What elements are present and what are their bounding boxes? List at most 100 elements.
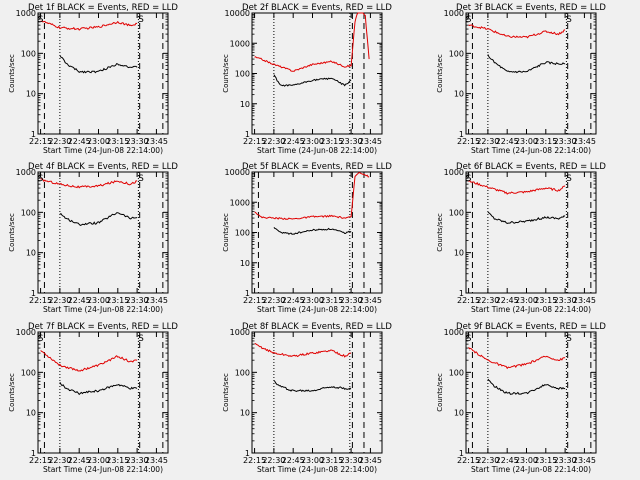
x-axis-label: Start Time (24-Jun-08 22:14:00) (257, 465, 377, 474)
y-tick-label: 100 (235, 229, 250, 238)
series-line-events (59, 55, 138, 74)
x-tick-label: 22:45 (496, 296, 519, 305)
x-tick-label: 23:00 (515, 456, 538, 465)
y-tick-label: 1000 (230, 39, 250, 48)
series-line-lld (468, 24, 566, 39)
plot-frame (465, 331, 597, 454)
plot-frame (37, 331, 169, 454)
x-tick-label: 23:00 (301, 456, 324, 465)
x-tick-label: 22:30 (262, 137, 285, 146)
y-axis-label: Counts/sec (222, 54, 230, 93)
plot-frame (251, 331, 383, 454)
y-tick-label: 100 (449, 49, 464, 58)
x-tick-label: 23:30 (126, 456, 149, 465)
y-tick-label: 1 (245, 130, 250, 139)
x-tick-label: 23:45 (145, 137, 168, 146)
chart-panel-1: Det 1f BLACK = Events, RED = LLD Counts/s… (8, 3, 178, 155)
plot-frame (465, 12, 597, 135)
y-tick-label: 100 (235, 368, 250, 377)
y-tick-label: 10000 (225, 168, 250, 177)
y-tick-label: 1000 (230, 198, 250, 207)
y-tick-label: 1000 (444, 9, 464, 18)
chart-panel-3: Det 3f BLACK = Events, RED = LLD Counts/s… (436, 3, 606, 155)
x-tick-label: 22:45 (282, 456, 305, 465)
x-tick-label: 23:45 (359, 137, 382, 146)
chart-title: Det 7f BLACK = Events, RED = LLD (28, 322, 178, 332)
plot-frame (465, 171, 597, 294)
annotation-marker: S (466, 334, 472, 344)
x-tick-label: 22:30 (476, 296, 499, 305)
x-tick-label: 23:30 (340, 296, 363, 305)
series-line-lld (254, 343, 352, 358)
y-tick-label: 1 (459, 449, 464, 458)
y-tick-label: 1 (245, 289, 250, 298)
y-axis-label: Counts/sec (8, 373, 16, 412)
annotation-marker: S (566, 174, 572, 184)
y-tick-label: 1000 (16, 168, 36, 177)
chart-panel-7: Det 7f BLACK = Events, RED = LLD Counts/s… (8, 322, 178, 474)
chart-panel-4: Det 4f BLACK = Events, RED = LLD Counts/s… (8, 162, 178, 314)
x-tick-label: 22:15 (29, 456, 52, 465)
y-axis-label: Counts/sec (222, 213, 230, 252)
series-line-events (487, 211, 566, 224)
x-tick-label: 23:15 (320, 456, 343, 465)
x-tick-label: 22:30 (476, 456, 499, 465)
x-tick-label: 22:15 (457, 296, 480, 305)
x-tick-label: 23:45 (359, 296, 382, 305)
x-tick-label: 22:45 (496, 137, 519, 146)
y-axis-label: Counts/sec (8, 54, 16, 93)
chart-title: Det 4f BLACK = Events, RED = LLD (28, 162, 178, 172)
series-line-events (273, 379, 352, 393)
series-line-lld (254, 172, 370, 220)
x-tick-label: 23:15 (106, 137, 129, 146)
x-tick-label: 23:15 (320, 137, 343, 146)
chart-panel-8: Det 8f BLACK = Events, RED = LLD Counts/s… (222, 322, 392, 474)
y-axis-label: Counts/sec (436, 54, 444, 93)
y-tick-label: 10 (26, 90, 36, 99)
x-tick-label: 22:15 (29, 137, 52, 146)
x-tick-label: 23:45 (573, 137, 596, 146)
annotation-marker: S (566, 334, 572, 344)
series-line-events (273, 74, 352, 87)
x-tick-label: 23:30 (340, 456, 363, 465)
x-tick-label: 23:30 (126, 296, 149, 305)
annotation-marker: S (138, 334, 144, 344)
annotation-marker: S (466, 15, 472, 25)
x-tick-label: 22:15 (457, 137, 480, 146)
series-line-lld (40, 20, 138, 31)
x-tick-label: 22:15 (243, 296, 266, 305)
chart-title: Det 8f BLACK = Events, RED = LLD (242, 322, 392, 332)
x-axis-label: Start Time (24-Jun-08 22:14:00) (471, 305, 591, 314)
x-axis-label: Start Time (24-Jun-08 22:14:00) (257, 305, 377, 314)
x-tick-label: 23:00 (87, 456, 110, 465)
x-tick-label: 23:15 (534, 137, 557, 146)
x-tick-label: 22:45 (68, 296, 91, 305)
y-tick-label: 10 (26, 249, 36, 258)
x-tick-label: 22:45 (282, 296, 305, 305)
x-tick-label: 23:00 (87, 137, 110, 146)
y-tick-label: 1 (31, 130, 36, 139)
y-tick-label: 1000 (444, 168, 464, 177)
x-tick-label: 23:45 (145, 296, 168, 305)
x-tick-label: 23:30 (126, 137, 149, 146)
x-tick-label: 23:45 (145, 456, 168, 465)
y-tick-label: 1000 (16, 9, 36, 18)
y-axis-label: Counts/sec (436, 373, 444, 412)
x-tick-label: 23:30 (554, 296, 577, 305)
x-tick-label: 23:00 (87, 296, 110, 305)
y-axis-label: Counts/sec (8, 213, 16, 252)
x-tick-label: 22:30 (476, 137, 499, 146)
y-tick-label: 1 (459, 289, 464, 298)
y-tick-label: 1 (31, 289, 36, 298)
x-tick-label: 23:00 (301, 137, 324, 146)
annotation-marker: S (138, 15, 144, 25)
y-tick-label: 100 (21, 49, 36, 58)
x-axis-label: Start Time (24-Jun-08 22:14:00) (257, 146, 377, 155)
y-tick-label: 1 (245, 449, 250, 458)
x-tick-label: 23:00 (301, 296, 324, 305)
y-tick-label: 100 (235, 70, 250, 79)
x-tick-label: 22:30 (48, 137, 71, 146)
x-tick-label: 22:30 (262, 296, 285, 305)
series-line-lld (254, 12, 370, 72)
plot-frame (251, 171, 383, 294)
